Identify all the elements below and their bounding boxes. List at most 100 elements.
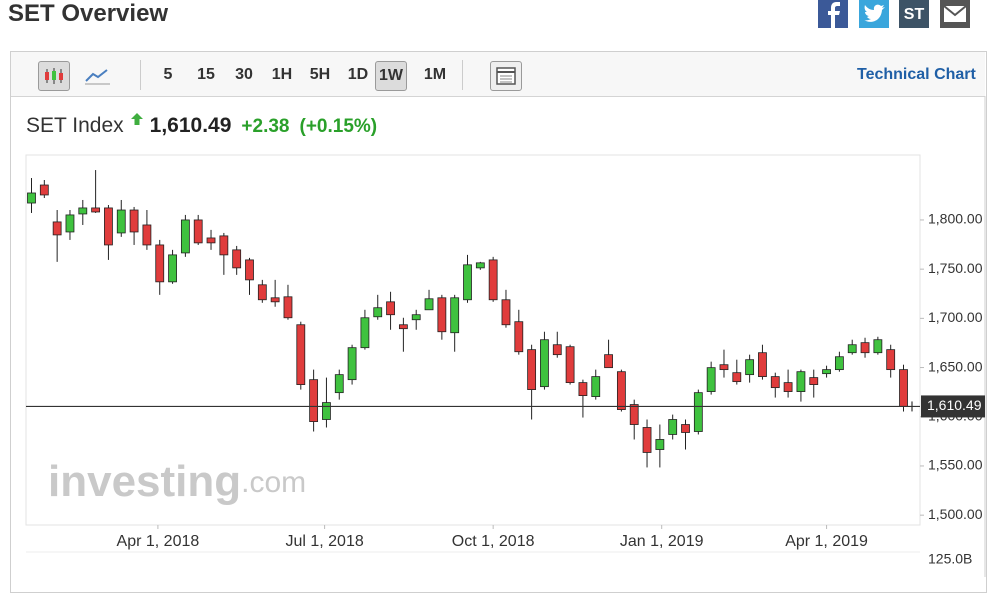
candle-body bbox=[65, 214, 75, 233]
candle-body bbox=[822, 369, 831, 375]
settings-button[interactable] bbox=[490, 61, 522, 91]
x-tick-label: Apr 1, 2018 bbox=[117, 533, 200, 550]
y-tick-label: 1,500.00 bbox=[928, 506, 983, 522]
candle-body bbox=[847, 344, 857, 354]
watermark: investing.com bbox=[48, 457, 306, 506]
interval-button[interactable]: 1H bbox=[271, 66, 293, 83]
page-title: SET Overview bbox=[8, 0, 169, 27]
candle-body bbox=[296, 324, 306, 385]
candle-body bbox=[309, 379, 319, 422]
interval-button[interactable]: 1W bbox=[375, 61, 407, 91]
candle-body bbox=[488, 259, 498, 301]
candle-body bbox=[796, 371, 806, 392]
candle-body bbox=[475, 262, 485, 269]
volume-label: 125.0B bbox=[928, 551, 972, 567]
candle-body bbox=[386, 301, 395, 316]
candle-body bbox=[27, 192, 36, 204]
candle-body bbox=[424, 298, 434, 311]
last-price-label: 1,610.49 bbox=[927, 397, 982, 413]
table-icon bbox=[496, 67, 516, 85]
candle-body bbox=[322, 402, 331, 420]
candle-body bbox=[552, 344, 562, 356]
candle-body bbox=[591, 376, 601, 397]
interval-button[interactable]: 15 bbox=[197, 66, 215, 83]
candle-body bbox=[398, 324, 408, 330]
candle-body bbox=[706, 367, 716, 392]
interval-button[interactable]: 1M bbox=[423, 66, 447, 83]
candle-body bbox=[219, 235, 229, 256]
candle-body bbox=[193, 219, 203, 244]
candle-body bbox=[578, 382, 588, 396]
candle-body bbox=[129, 209, 139, 233]
last-price: 1,610.49 bbox=[149, 114, 232, 137]
candlestick-button[interactable] bbox=[38, 61, 70, 91]
mail-icon[interactable] bbox=[940, 0, 970, 28]
candle-body bbox=[745, 359, 755, 376]
candle-body bbox=[629, 404, 639, 425]
candle-body bbox=[501, 299, 511, 326]
y-tick-label: 1,650.00 bbox=[928, 358, 983, 374]
candle-body bbox=[78, 207, 88, 215]
quote-line: SET Index 1,610.49 +2.38 (+0.15%) bbox=[26, 113, 387, 138]
candle-body bbox=[514, 321, 524, 353]
candle-body bbox=[668, 419, 678, 435]
x-tick-label: Jul 1, 2018 bbox=[285, 533, 363, 550]
stocktwits-icon[interactable]: ST bbox=[899, 0, 929, 28]
candle-body bbox=[809, 377, 819, 385]
candle-body bbox=[437, 297, 447, 333]
line-chart-button[interactable] bbox=[83, 61, 113, 85]
candle-body bbox=[116, 209, 126, 234]
candle-body bbox=[39, 184, 49, 196]
watermark-part: investing bbox=[48, 457, 241, 506]
candle-body bbox=[206, 237, 216, 244]
candle-body bbox=[783, 382, 793, 392]
price-change-percent: (+0.15%) bbox=[299, 116, 378, 137]
candle-body bbox=[527, 349, 537, 390]
candle-body bbox=[180, 219, 190, 254]
candle-body bbox=[450, 297, 460, 334]
separator bbox=[462, 60, 463, 90]
candle-body bbox=[91, 207, 101, 213]
candle-body bbox=[642, 427, 652, 453]
candle-body bbox=[270, 297, 280, 303]
candle-body bbox=[770, 376, 780, 389]
plot-frame bbox=[25, 154, 921, 526]
candle-body bbox=[245, 259, 254, 281]
candle-body bbox=[463, 264, 472, 301]
candle-body bbox=[873, 339, 883, 354]
candle-body bbox=[232, 249, 242, 269]
interval-button[interactable]: 30 bbox=[235, 66, 253, 83]
candle-body bbox=[732, 372, 742, 383]
candle-body bbox=[860, 342, 870, 354]
candle-body bbox=[899, 369, 908, 407]
candle-body bbox=[565, 346, 575, 384]
x-tick-label: Apr 1, 2019 bbox=[785, 533, 868, 550]
candle-body bbox=[334, 374, 344, 394]
stocktwits-text: ST bbox=[904, 6, 925, 23]
candle-body bbox=[834, 356, 844, 371]
last-price-tag bbox=[921, 395, 985, 418]
y-tick-label: 1,700.00 bbox=[928, 309, 983, 325]
instrument-name: SET Index bbox=[26, 114, 124, 137]
share-icons: ST bbox=[818, 0, 970, 28]
interval-button[interactable]: 5H bbox=[309, 66, 331, 83]
up-arrow bbox=[130, 113, 143, 125]
x-tick-label: Jan 1, 2019 bbox=[620, 533, 704, 550]
technical-chart-link[interactable]: Technical Chart bbox=[857, 66, 976, 83]
facebook-icon[interactable] bbox=[818, 0, 848, 28]
candle-body bbox=[360, 317, 370, 349]
interval-button[interactable]: 5 bbox=[163, 66, 173, 83]
candle-body bbox=[52, 221, 62, 236]
toolbar: 5 15 30 1H 5H 1D 1W 1M Technical Chart bbox=[11, 52, 985, 97]
price-change: +2.38 bbox=[241, 116, 290, 137]
candle-body bbox=[604, 354, 613, 369]
candle-body bbox=[283, 296, 293, 319]
candle-body bbox=[411, 314, 421, 321]
twitter-icon[interactable] bbox=[859, 0, 889, 28]
interval-button[interactable]: 1D bbox=[347, 66, 369, 83]
candle-body bbox=[142, 224, 152, 246]
separator bbox=[140, 60, 141, 90]
candle-body bbox=[655, 439, 665, 450]
candle-body bbox=[347, 347, 357, 381]
candle-body bbox=[168, 254, 177, 283]
